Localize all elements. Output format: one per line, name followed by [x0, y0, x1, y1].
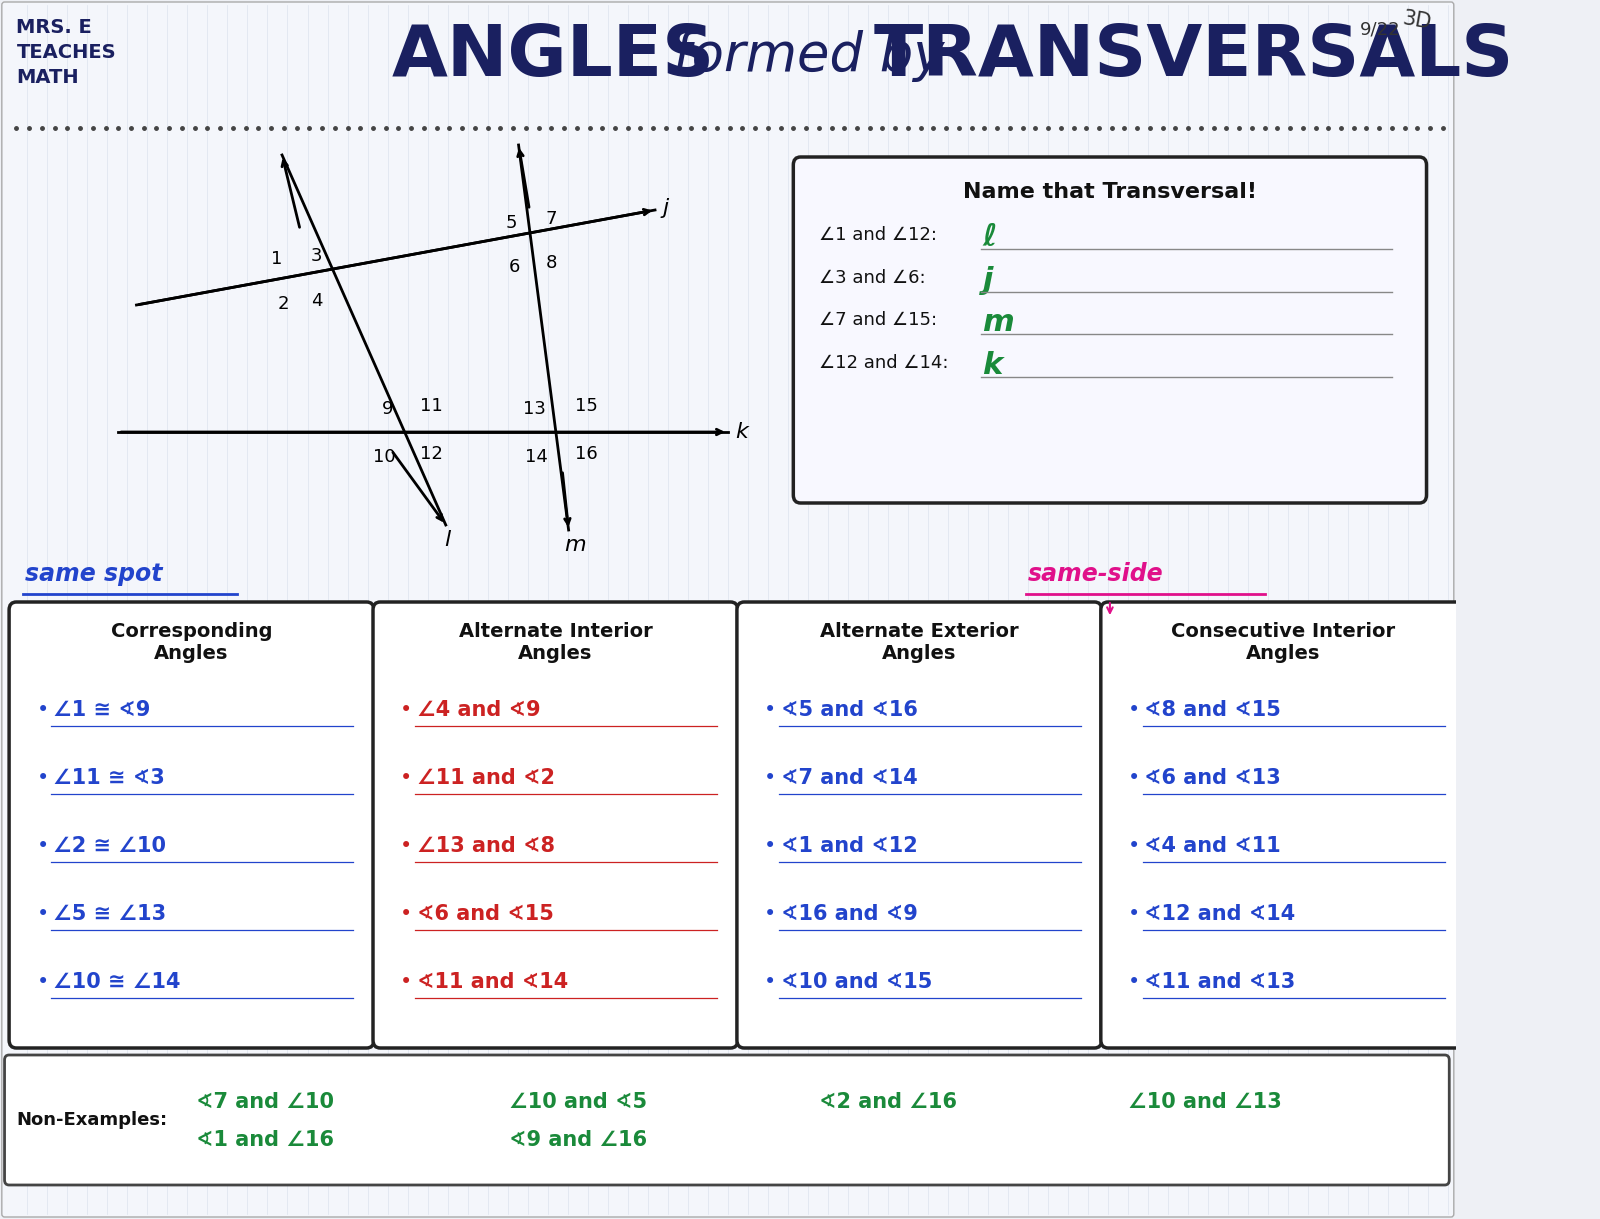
Text: •: • — [37, 700, 48, 720]
Text: ∠4 and ∢9: ∠4 and ∢9 — [416, 700, 541, 720]
Text: ∠10 ≅ ∠14: ∠10 ≅ ∠14 — [53, 972, 181, 992]
Text: 1: 1 — [270, 250, 282, 268]
Text: •: • — [765, 768, 776, 787]
Text: Alternate Interior
Angles: Alternate Interior Angles — [459, 622, 653, 663]
Text: 3: 3 — [310, 247, 323, 265]
Text: •: • — [37, 768, 48, 787]
Text: same-side: same-side — [1029, 562, 1163, 586]
Text: 14: 14 — [525, 449, 547, 466]
Text: 8: 8 — [546, 254, 557, 272]
Text: •: • — [400, 768, 413, 787]
Text: ∢5 and ∢16: ∢5 and ∢16 — [781, 700, 917, 720]
Text: ∢1 and ∢12: ∢1 and ∢12 — [781, 836, 917, 856]
Text: 11: 11 — [421, 397, 443, 414]
Text: ∠12 and ∠14:: ∠12 and ∠14: — [819, 354, 949, 372]
Text: •: • — [1128, 700, 1141, 720]
Text: formed by: formed by — [674, 30, 944, 82]
Text: •: • — [37, 972, 48, 992]
FancyBboxPatch shape — [2, 2, 1454, 1217]
Text: 5: 5 — [506, 215, 517, 232]
Text: ∢6 and ∢13: ∢6 and ∢13 — [1144, 768, 1282, 787]
Text: l: l — [445, 530, 451, 550]
Text: ∢8 and ∢15: ∢8 and ∢15 — [1144, 700, 1282, 720]
Text: ∢11 and ∢14: ∢11 and ∢14 — [416, 972, 568, 992]
Text: •: • — [400, 904, 413, 924]
Text: TRANSVERSALS: TRANSVERSALS — [874, 22, 1514, 91]
Text: •: • — [1128, 836, 1141, 856]
Text: ∠3 and ∠6:: ∠3 and ∠6: — [819, 269, 925, 286]
Text: •: • — [37, 836, 48, 856]
Text: ∢10 and ∢15: ∢10 and ∢15 — [781, 972, 931, 992]
Text: ∠11 ≅ ∢3: ∠11 ≅ ∢3 — [53, 768, 165, 787]
Text: ℓ: ℓ — [982, 223, 997, 251]
Text: ∠10 and ∢5: ∠10 and ∢5 — [509, 1092, 648, 1112]
Text: •: • — [400, 836, 413, 856]
Text: 6: 6 — [509, 258, 520, 275]
Text: •: • — [400, 700, 413, 720]
Text: ∢12 and ∢14: ∢12 and ∢14 — [1144, 904, 1296, 924]
Text: Corresponding
Angles: Corresponding Angles — [110, 622, 272, 663]
Text: •: • — [37, 904, 48, 924]
Text: ∠2 ≅ ∠10: ∠2 ≅ ∠10 — [53, 836, 166, 856]
FancyBboxPatch shape — [373, 602, 738, 1048]
Text: ∠13 and ∢8: ∠13 and ∢8 — [416, 836, 555, 856]
Text: 16: 16 — [574, 445, 598, 463]
Text: 9/22: 9/22 — [1360, 20, 1400, 38]
Text: Consecutive Interior
Angles: Consecutive Interior Angles — [1171, 622, 1395, 663]
FancyBboxPatch shape — [5, 1054, 1450, 1185]
Text: •: • — [1128, 972, 1141, 992]
FancyBboxPatch shape — [10, 602, 374, 1048]
Text: ∢7 and ∠10: ∢7 and ∠10 — [195, 1092, 333, 1112]
Text: •: • — [1128, 904, 1141, 924]
Text: ∢11 and ∢13: ∢11 and ∢13 — [1144, 972, 1296, 992]
FancyBboxPatch shape — [738, 602, 1102, 1048]
Text: Non-Examples:: Non-Examples: — [16, 1111, 168, 1129]
Text: •: • — [765, 700, 776, 720]
Text: •: • — [765, 972, 776, 992]
Text: •: • — [400, 972, 413, 992]
Text: ∢4 and ∢11: ∢4 and ∢11 — [1144, 836, 1282, 856]
Text: ∢9 and ∠16: ∢9 and ∠16 — [509, 1130, 648, 1150]
Text: m: m — [565, 535, 586, 555]
Text: MRS. E
TEACHES
MATH: MRS. E TEACHES MATH — [16, 18, 117, 87]
FancyBboxPatch shape — [794, 157, 1427, 503]
Text: 13: 13 — [523, 400, 546, 418]
Text: Alternate Exterior
Angles: Alternate Exterior Angles — [821, 622, 1019, 663]
Text: ∠5 ≅ ∠13: ∠5 ≅ ∠13 — [53, 904, 166, 924]
Text: 2: 2 — [278, 295, 290, 313]
Text: Name that Transversal!: Name that Transversal! — [963, 182, 1258, 202]
Text: 7: 7 — [546, 210, 557, 228]
Text: ∠7 and ∠15:: ∠7 and ∠15: — [819, 311, 938, 329]
Text: •: • — [1128, 768, 1141, 787]
Text: •: • — [765, 904, 776, 924]
Text: 12: 12 — [421, 445, 443, 463]
Text: ∢1 and ∠16: ∢1 and ∠16 — [195, 1130, 333, 1150]
Text: 10: 10 — [373, 449, 395, 466]
Text: ∢6 and ∢15: ∢6 and ∢15 — [416, 904, 554, 924]
Text: ∠1 and ∠12:: ∠1 and ∠12: — [819, 226, 936, 244]
Text: ∠10 and ∠13: ∠10 and ∠13 — [1128, 1092, 1282, 1112]
Text: k: k — [734, 422, 747, 442]
Text: 15: 15 — [574, 397, 598, 414]
Text: m: m — [982, 307, 1014, 336]
FancyBboxPatch shape — [1101, 602, 1466, 1048]
Text: ∢2 and ∠16: ∢2 and ∠16 — [819, 1092, 957, 1112]
Text: j: j — [982, 266, 994, 295]
Text: •: • — [765, 836, 776, 856]
Text: ∢16 and ∢9: ∢16 and ∢9 — [781, 904, 917, 924]
Text: 9: 9 — [381, 400, 394, 418]
Text: ∢7 and ∢14: ∢7 and ∢14 — [781, 768, 917, 787]
Text: same spot: same spot — [26, 562, 163, 586]
Text: 4: 4 — [310, 293, 323, 310]
Text: k: k — [982, 351, 1003, 379]
Text: ∠1 ≅ ∢9: ∠1 ≅ ∢9 — [53, 700, 150, 720]
Text: 3D: 3D — [1402, 9, 1434, 33]
Text: ANGLES: ANGLES — [390, 22, 715, 91]
Text: j: j — [662, 197, 669, 218]
Text: ∠11 and ∢2: ∠11 and ∢2 — [416, 768, 555, 787]
